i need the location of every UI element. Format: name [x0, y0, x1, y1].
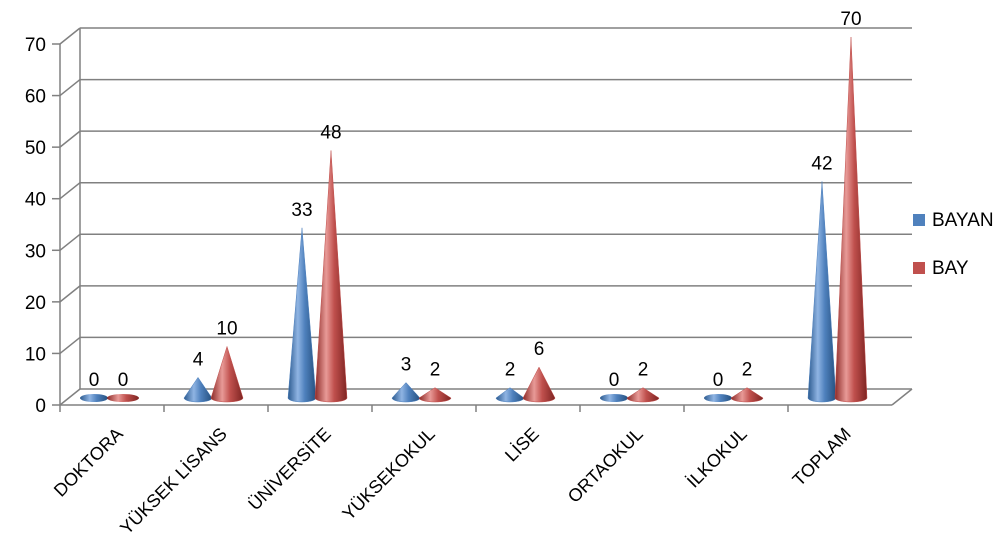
- data-label: 0: [118, 370, 129, 391]
- gridline-side: [59, 182, 81, 200]
- data-label: 4: [193, 349, 204, 370]
- x-tick-label: DOKTORA: [50, 424, 127, 501]
- gridline-side: [59, 130, 81, 148]
- gridline-side: [59, 388, 81, 406]
- cone: [287, 227, 317, 403]
- cone-base: [704, 394, 732, 402]
- legend-label: BAYAN: [932, 210, 994, 231]
- cone: [600, 394, 628, 402]
- gridline-side: [59, 285, 81, 303]
- legend-swatch: [913, 262, 925, 274]
- data-label: 48: [320, 122, 341, 143]
- cone: [522, 366, 556, 403]
- data-label: 0: [713, 370, 724, 391]
- gridline-side: [59, 78, 81, 97]
- cone: [107, 394, 139, 402]
- legend-swatch: [913, 214, 925, 226]
- cone: [626, 387, 660, 403]
- cone-body: [391, 382, 421, 403]
- data-label: 10: [216, 318, 237, 339]
- cone-body: [626, 387, 660, 403]
- cone-body: [807, 181, 837, 403]
- cone-body: [834, 36, 868, 403]
- cone: [314, 150, 348, 403]
- x-tick-label: YÜKSEK LİSANS: [116, 424, 231, 539]
- y-tick-label: 30: [25, 241, 46, 262]
- y-tick-label: 20: [25, 293, 46, 314]
- x-tick-label: ÜNİVERSİTE: [244, 424, 335, 515]
- data-label: 70: [840, 9, 861, 30]
- legend-label: BAY: [932, 258, 969, 279]
- axes: [52, 28, 913, 412]
- y-tick-label: 70: [25, 35, 46, 56]
- x-tick-label: LİSE: [501, 424, 543, 466]
- cone-body: [418, 387, 452, 403]
- cone-body: [314, 150, 348, 403]
- cone: [210, 345, 244, 403]
- cone-body: [730, 387, 764, 403]
- x-tick-label: YÜKSEKOKUL: [338, 424, 438, 524]
- y-tick-label: 10: [25, 344, 46, 365]
- cone-body: [287, 227, 317, 403]
- cone: [391, 382, 421, 403]
- gridline-side: [59, 233, 81, 251]
- data-label: 2: [430, 360, 441, 381]
- legend: BAYAN BAY: [913, 210, 994, 279]
- cone-base: [107, 394, 139, 402]
- cone-base: [600, 394, 628, 402]
- data-label: 0: [89, 370, 100, 391]
- cone-body: [210, 345, 244, 403]
- data-label: 0: [609, 370, 620, 391]
- cone: [730, 387, 764, 403]
- cone: [834, 36, 868, 403]
- data-label: 2: [505, 360, 516, 381]
- cone: [80, 394, 108, 402]
- data-label: 6: [534, 339, 545, 360]
- data-label: 3: [401, 355, 412, 376]
- x-tick-label: ORTAOKUL: [564, 424, 647, 507]
- x-tick-label: TOPLAM: [789, 424, 855, 490]
- cones: [80, 36, 868, 403]
- gridline-side: [59, 27, 81, 45]
- y-tick-label: 0: [35, 396, 46, 417]
- data-label: 33: [291, 200, 312, 221]
- floor-right-edge: [891, 388, 913, 406]
- cone: [495, 387, 525, 403]
- cone-body: [522, 366, 556, 403]
- data-label: 2: [638, 360, 649, 381]
- cone: [704, 394, 732, 402]
- data-label: 2: [742, 360, 753, 381]
- cone: [807, 181, 837, 403]
- cone: [418, 387, 452, 403]
- cone-body: [495, 387, 525, 403]
- data-label: 42: [811, 153, 832, 174]
- gridline-side: [59, 336, 81, 355]
- y-tick-label: 50: [25, 138, 46, 159]
- gridlines: [59, 27, 912, 406]
- y-tick-label: 40: [25, 190, 46, 211]
- cone-base: [80, 394, 108, 402]
- y-tick-label: 60: [25, 87, 46, 108]
- x-tick-label: İLKOKUL: [683, 424, 751, 492]
